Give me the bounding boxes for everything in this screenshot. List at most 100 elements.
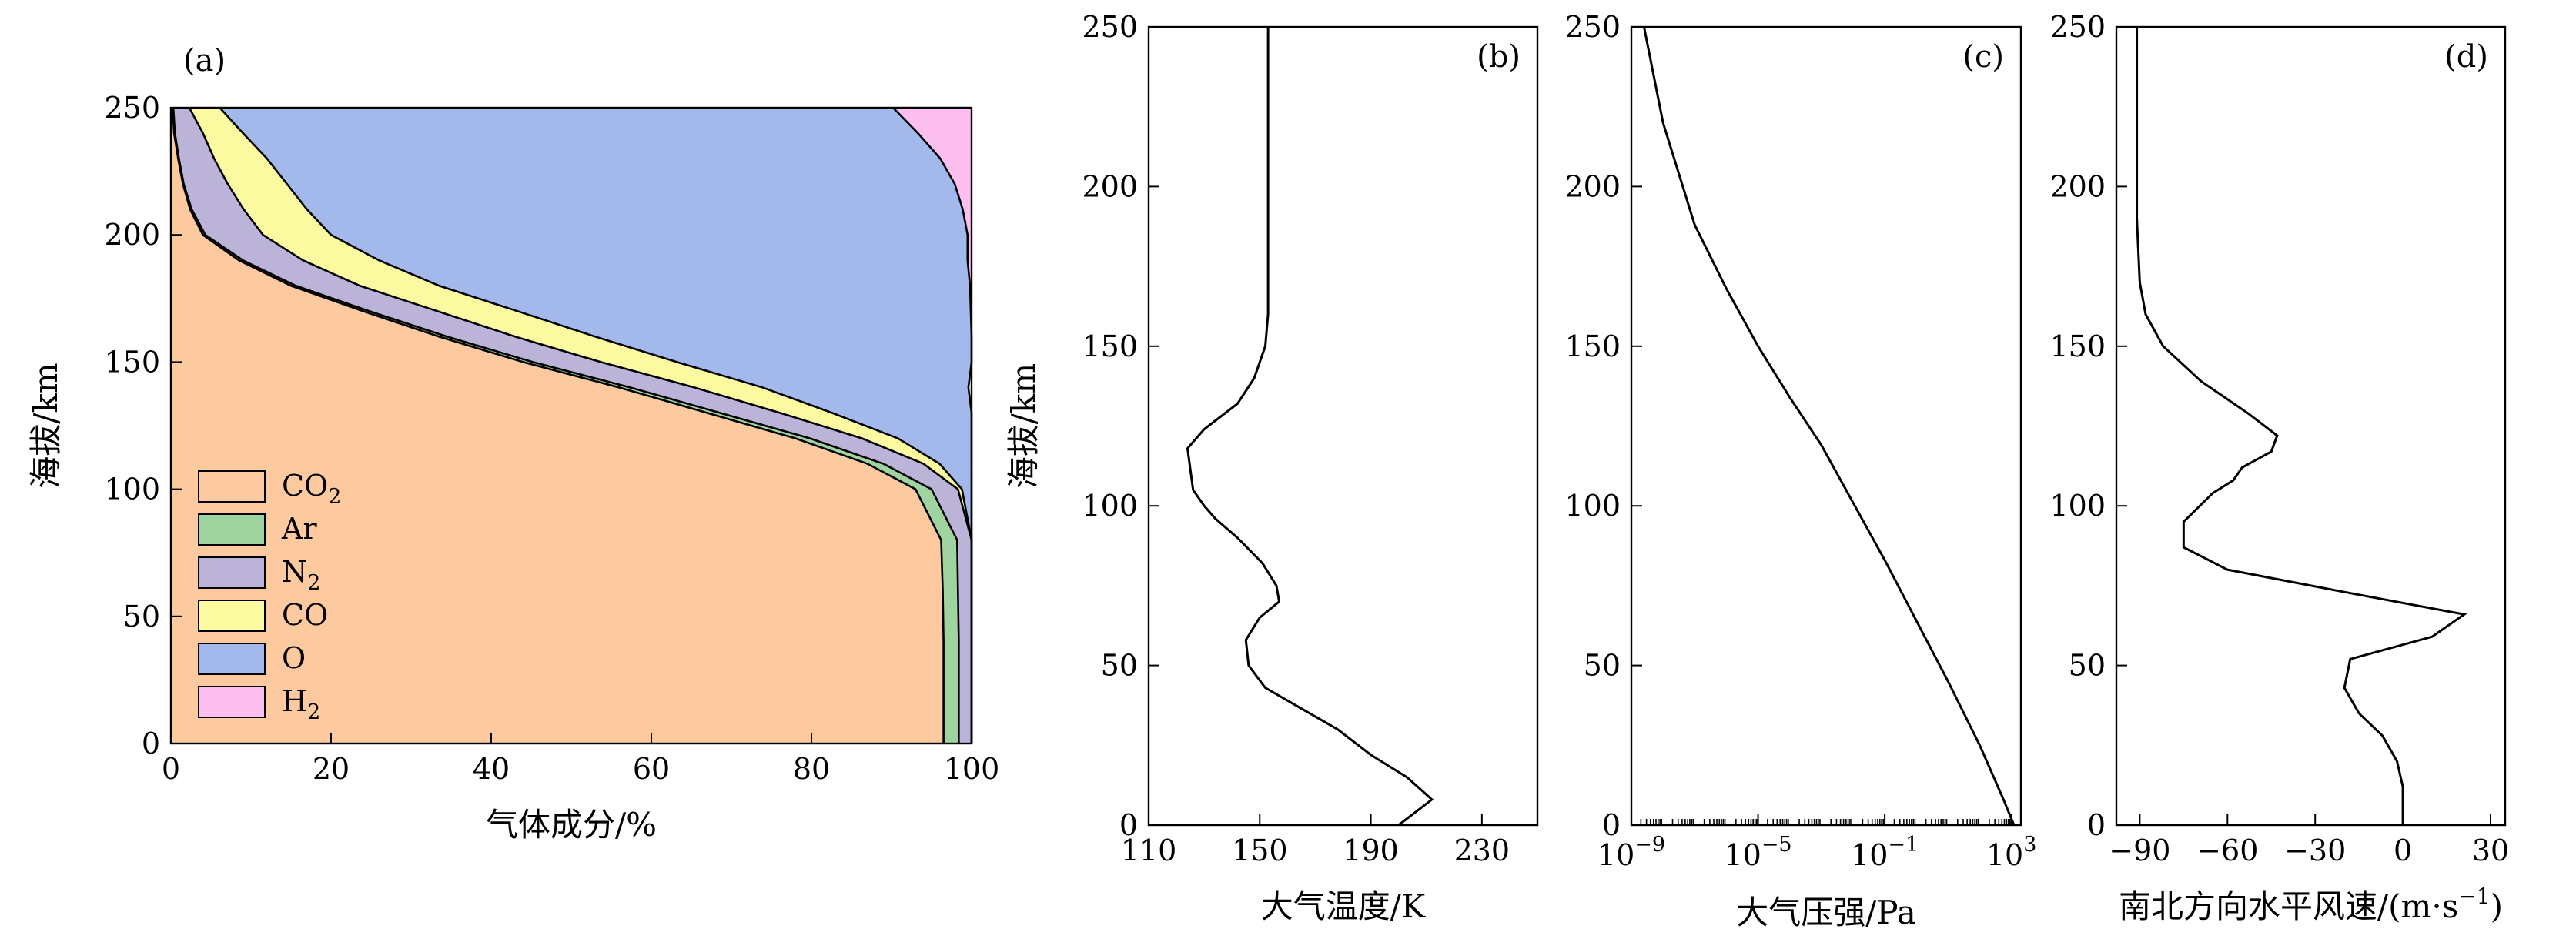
legend-swatch-5: [198, 686, 266, 718]
legend-label-name-5: H: [282, 684, 307, 718]
legend-label-4: O: [282, 641, 306, 675]
y-tick-label-2: 100: [1082, 489, 1138, 523]
y-tick-label-3: 150: [2049, 329, 2106, 363]
y-tick-label-3: 150: [104, 345, 160, 379]
legend-label-1: Ar: [281, 512, 317, 546]
panel-label: (c): [1962, 39, 2004, 75]
y-axis-label: 海拔/km: [1005, 363, 1042, 489]
y-tick-label-1: 50: [123, 600, 160, 633]
y-tick-label-1: 50: [2069, 649, 2106, 683]
x-tick-label-3: 0: [2394, 834, 2412, 867]
y-tick-label-0: 0: [142, 727, 160, 760]
plot-frame: [169, 106, 973, 745]
x-tick-label-2: 10−1: [1851, 833, 1919, 872]
series-line-0: [1186, 27, 1434, 827]
panel-label: (d): [2444, 39, 2488, 75]
x-tick-label-1-base: 10: [1724, 838, 1761, 872]
x-tick-label-0: 110: [1121, 834, 1177, 867]
legend-label-sub-5: 2: [307, 700, 320, 724]
y-tick-label-3: 150: [1564, 329, 1621, 363]
y-tick-label-5: 250: [104, 91, 160, 125]
x-tick-label-1: 20: [313, 752, 350, 786]
x-tick-label-2: −30: [2284, 834, 2346, 867]
boundary-line-0: [171, 107, 945, 744]
series-line-0: [2136, 27, 2467, 825]
x-tick-label-1-exp: −5: [1761, 833, 1792, 857]
y-tick-label-5: 250: [2049, 10, 2106, 44]
legend-label-name-4: O: [282, 641, 306, 675]
x-tick-label-3: 230: [1454, 834, 1510, 867]
x-tick-label-1: −60: [2196, 834, 2258, 867]
y-tick-label-4: 200: [104, 218, 160, 252]
plot-frame: [1147, 25, 1539, 827]
legend-label-name-2: N: [282, 555, 307, 589]
x-axis-label: 大气温度/K: [1261, 887, 1427, 925]
x-tick-label-1: 10−5: [1724, 833, 1791, 872]
legend-label-name-1: Ar: [281, 512, 317, 546]
panel-b: 110 150 190 230 0 50 100 150 200 250 大气温度/K 海拔/km (b…: [1005, 10, 1539, 925]
x-tick-label-4: 80: [793, 752, 830, 786]
x-tick-label-3-exp: 3: [2023, 833, 2036, 857]
legend-label-sub-0: 2: [328, 485, 341, 509]
legend-swatch-4: [198, 643, 266, 675]
y-tick-label-4: 200: [1564, 169, 1621, 203]
legend-swatch-2: [198, 556, 266, 589]
x-tick-label-2-exp: −1: [1888, 833, 1919, 857]
legend-swatch-3: [198, 600, 266, 632]
legend-label-2: N2: [282, 555, 320, 595]
y-tick-label-2: 100: [2049, 489, 2106, 523]
x-axis-label-tail: ): [2491, 887, 2503, 925]
y-tick-label-1: 50: [1584, 649, 1621, 683]
x-tick-label-0: 0: [162, 752, 180, 786]
series-line-0: [1642, 26, 2016, 826]
x-tick-label-3-base: 10: [1986, 838, 2023, 872]
y-tick-label-0: 0: [2087, 808, 2106, 842]
legend-label-name-0: CO: [282, 469, 328, 503]
panel-label: (a): [183, 43, 226, 79]
x-axis-label: 大气压强/Pa: [1736, 894, 1916, 931]
y-tick-label-1: 50: [1101, 649, 1138, 683]
x-tick-label-2: 190: [1343, 834, 1399, 867]
legend-label-0: CO2: [282, 469, 341, 509]
x-tick-label-5: 100: [944, 752, 1000, 786]
y-tick-label-2: 100: [1564, 489, 1621, 523]
area-0: [171, 108, 944, 744]
x-tick-label-4: 30: [2472, 834, 2509, 867]
boundary-line-1: [172, 107, 960, 744]
y-tick-label-5: 250: [1564, 10, 1621, 44]
x-axis-label-main: 南北方向水平风速/(m·s: [2119, 887, 2458, 925]
panel-d: −90 −60 −30 0 30 0 50 100 150 200 250 南北方向水平风速/(m·s…: [2049, 10, 2509, 925]
panel-label: (b): [1477, 39, 1521, 75]
legend-swatch-1: [198, 513, 266, 546]
legend-swatch-0: [198, 470, 266, 503]
y-tick-label-2: 100: [104, 473, 160, 506]
x-tick-label-2-base: 10: [1851, 838, 1888, 872]
x-axis-label: 南北方向水平风速/(m·s−1): [2119, 884, 2503, 925]
y-tick-label-4: 200: [1082, 169, 1138, 203]
x-axis-label: 气体成分/%: [486, 806, 657, 844]
plot-frame: [1630, 25, 2022, 827]
x-tick-label-0: 10−9: [1597, 833, 1665, 872]
y-tick-label-3: 150: [1082, 329, 1138, 363]
x-tick-label-0-exp: −9: [1634, 833, 1665, 857]
legend-label-name-3: CO: [282, 598, 328, 632]
area-2: [173, 108, 972, 744]
y-tick-label-4: 200: [2049, 169, 2106, 203]
y-tick-label-5: 250: [1082, 10, 1138, 44]
area-3: [189, 108, 972, 744]
y-axis-label: 海拔/km: [27, 363, 65, 488]
plot-frame: [2115, 25, 2507, 827]
x-tick-label-0: −90: [2109, 834, 2170, 867]
legend-label-sub-2: 2: [307, 571, 320, 595]
x-tick-label-0-base: 10: [1597, 838, 1634, 872]
legend-label-3: CO: [282, 598, 328, 632]
area-4: [219, 108, 972, 744]
x-tick-label-2: 40: [473, 752, 510, 786]
x-tick-label-1: 150: [1232, 834, 1288, 867]
y-tick-label-0: 0: [1602, 808, 1621, 842]
y-tick-label-0: 0: [1119, 808, 1138, 842]
x-tick-label-3: 103: [1986, 833, 2037, 872]
